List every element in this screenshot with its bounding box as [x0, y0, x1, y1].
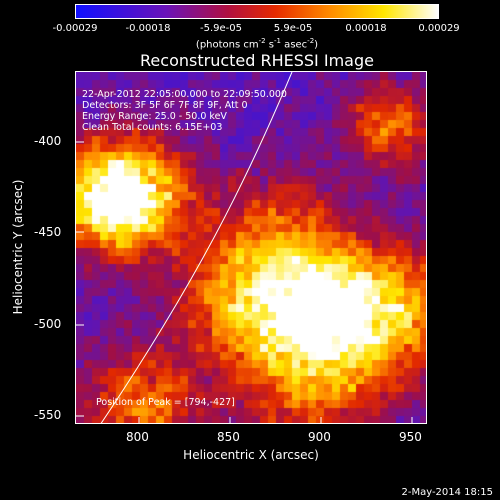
info-detectors: Detectors: 3F 5F 6F 7F 8F 9F, Att 0 — [82, 100, 248, 111]
x-tick-label: 800 — [126, 430, 149, 444]
colorbar-tick: 0.00018 — [345, 23, 387, 34]
rhessi-image: 22-Apr-2012 22:05:00.000 to 22:09:50.000… — [75, 71, 427, 424]
y-tick-label: -400 — [34, 134, 62, 148]
colorbar — [75, 4, 439, 19]
colorbar-tick: -0.00029 — [52, 23, 98, 34]
info-energy-range: Energy Range: 25.0 - 50.0 keV — [82, 111, 227, 122]
colorbar-units: (photons cm-2 s-1 asec-2) — [195, 37, 319, 51]
peak-position-label: Position of Peak = [794,-427] — [96, 397, 235, 408]
plot-title: Reconstructed RHESSI Image — [140, 51, 374, 70]
x-tick-label: 950 — [399, 430, 422, 444]
colorbar-tick: -5.9e-05 — [200, 23, 242, 34]
info-clean-counts: Clean Total counts: 6.15E+03 — [82, 122, 223, 133]
axis-ticks — [76, 141, 413, 423]
plot-overlay — [76, 72, 413, 423]
x-tick-label: 900 — [308, 430, 331, 444]
colorbar-tick: 0.00029 — [418, 23, 460, 34]
y-axis-label: Heliocentric Y (arcsec) — [11, 179, 25, 315]
solar-limb-line — [100, 72, 293, 423]
colorbar-tick: -0.00018 — [125, 23, 171, 34]
colorbar-tick: 5.9e-05 — [273, 23, 313, 34]
x-tick-label: 850 — [217, 430, 240, 444]
x-axis-label: Heliocentric X (arcsec) — [183, 448, 319, 462]
info-time-range: 22-Apr-2012 22:05:00.000 to 22:09:50.000 — [82, 89, 287, 100]
y-tick-label: -500 — [34, 317, 62, 331]
date-stamp: 2-May-2014 18:15 — [401, 487, 493, 498]
y-tick-label: -550 — [34, 408, 62, 422]
y-tick-label: -450 — [34, 225, 62, 239]
reconstructed-image-heatmap — [76, 72, 426, 423]
